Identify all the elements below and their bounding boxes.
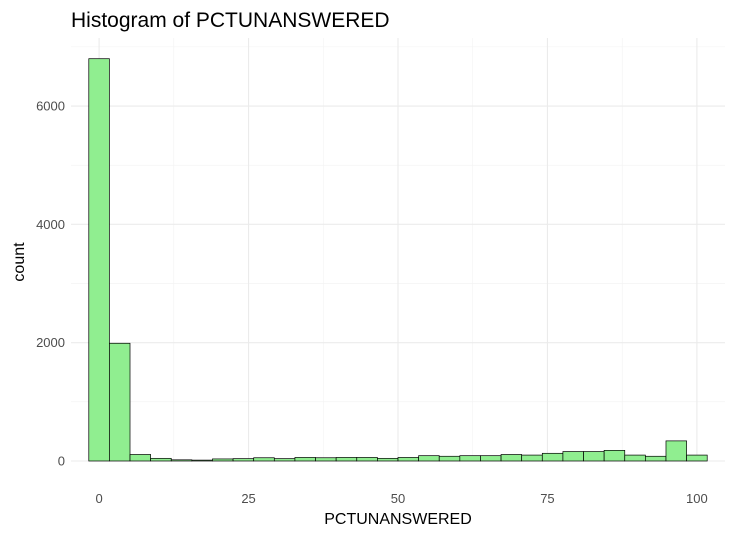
y-tick-label: 2000: [36, 335, 65, 350]
y-tick-label: 0: [58, 454, 65, 469]
x-tick-label: 100: [686, 491, 708, 506]
histogram-bar: [212, 458, 234, 462]
x-axis-title: PCTUNANSWERED: [324, 511, 472, 528]
chart-title: Histogram of PCTUNANSWERED: [71, 9, 390, 32]
histogram-bar: [645, 455, 667, 462]
histogram-bar: [232, 458, 255, 462]
histogram-bar: [480, 455, 502, 462]
histogram-bar: [665, 440, 687, 462]
histogram-bar: [624, 454, 646, 462]
histogram-bar: [191, 459, 213, 462]
y-tick-label: 4000: [36, 217, 65, 232]
histogram-bar: [294, 457, 316, 462]
histogram-bar: [438, 455, 461, 462]
y-axis-title: count: [11, 242, 28, 282]
histogram-bar: [603, 450, 626, 462]
histogram-bar: [500, 454, 523, 462]
x-tick-label: 0: [95, 491, 102, 506]
grid-lines: [71, 38, 725, 462]
x-axis-ticks: 0 25 50 75 100: [95, 491, 707, 506]
histogram-bar: [88, 58, 110, 462]
histogram-bar: [253, 457, 275, 462]
histogram-bar: [273, 458, 296, 462]
histogram-bar: [377, 457, 399, 462]
histogram-bar: [541, 452, 564, 462]
histogram-bar: [129, 454, 151, 462]
histogram-bar: [418, 455, 440, 462]
x-tick-label: 25: [241, 491, 255, 506]
histogram-bar: [459, 455, 481, 462]
x-tick-label: 75: [540, 491, 554, 506]
x-tick-label: 50: [391, 491, 405, 506]
histogram-bar: [583, 451, 605, 462]
histogram-bar: [521, 454, 543, 462]
histogram-bars: [88, 58, 708, 462]
histogram-bar: [170, 459, 193, 462]
histogram-bar: [686, 454, 708, 462]
y-axis-ticks: 0 2000 4000 6000: [36, 99, 65, 469]
histogram-bar: [356, 457, 378, 462]
histogram-bar: [150, 457, 172, 462]
histogram-bar: [315, 457, 337, 462]
histogram-bar: [335, 457, 358, 462]
histogram-bar: [109, 342, 131, 462]
histogram-bar: [562, 451, 584, 462]
y-tick-label: 6000: [36, 99, 65, 114]
histogram-bar: [397, 457, 419, 462]
